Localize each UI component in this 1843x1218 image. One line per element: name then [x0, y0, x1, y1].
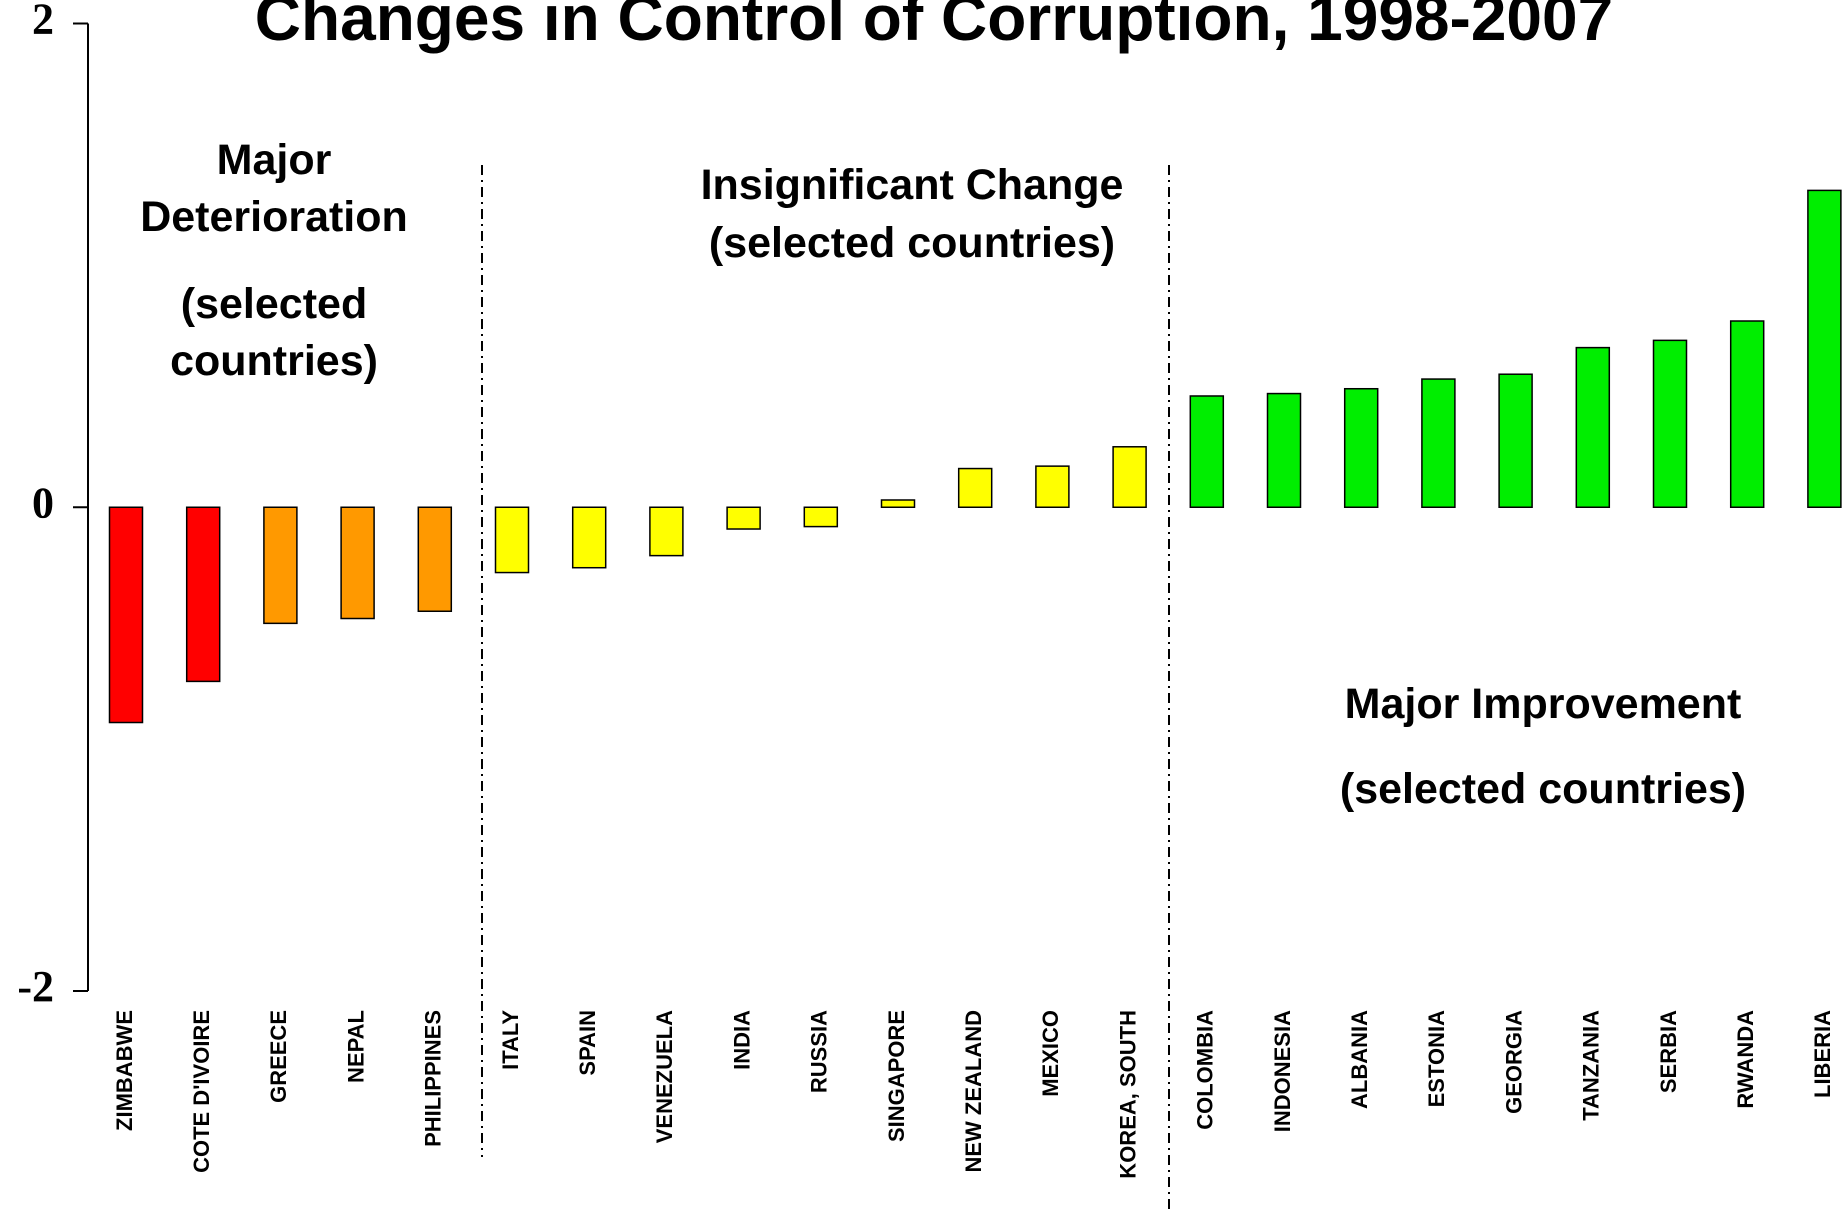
x-tick-label: INDIA — [729, 1010, 754, 1070]
x-tick-label: ALBANIA — [1347, 1010, 1372, 1109]
y-tick-label: -2 — [17, 962, 54, 1011]
x-tick-label: COTE D'IVOIRE — [189, 1010, 214, 1173]
bar — [494, 506, 530, 574]
x-tick-label: TANZANIA — [1579, 1010, 1604, 1121]
annotation: countries) — [170, 337, 378, 385]
bar — [263, 506, 298, 625]
x-tick-label: SPAIN — [575, 1010, 600, 1076]
bar — [108, 506, 144, 724]
bar — [1575, 346, 1611, 508]
x-tick-label: RWANDA — [1733, 1010, 1758, 1109]
annotation: Deterioration — [140, 193, 408, 241]
x-tick-label: ESTONIA — [1424, 1010, 1449, 1108]
x-tick-label: KOREA, SOUTH — [1115, 1010, 1140, 1179]
bar — [340, 506, 375, 620]
x-tick-label: RUSSIA — [807, 1010, 832, 1093]
x-tick-label: SINGAPORE — [884, 1010, 909, 1142]
bar — [1189, 395, 1225, 508]
bar — [726, 506, 761, 530]
bar — [571, 506, 607, 569]
x-tick-label: ZIMBABWE — [112, 1010, 137, 1131]
bar — [957, 467, 993, 508]
y-tick-label: 2 — [32, 0, 54, 44]
bar — [1498, 373, 1533, 508]
bar — [417, 506, 453, 613]
bar — [1112, 446, 1147, 508]
bar — [1729, 320, 1765, 508]
annotation: (selected countries) — [709, 219, 1115, 267]
annotation: Major Improvement — [1345, 680, 1742, 728]
x-tick-label: INDONESIA — [1270, 1010, 1295, 1132]
x-tick-label: PHILIPPINES — [421, 1010, 446, 1147]
bar — [649, 506, 684, 557]
annotation: Major — [217, 136, 332, 184]
annotation: (selected countries) — [1340, 765, 1746, 813]
bar — [880, 499, 916, 508]
bar — [803, 506, 839, 528]
annotation: (selected — [181, 280, 367, 328]
x-tick-label: SERBIA — [1656, 1010, 1681, 1093]
x-tick-label: GREECE — [266, 1010, 291, 1103]
x-tick-label: COLOMBIA — [1193, 1010, 1218, 1130]
bar — [1343, 387, 1379, 509]
chart-title: Changes in Control of Corruption, 1998-2… — [255, 0, 1613, 54]
bar — [1421, 378, 1456, 508]
bar — [1652, 339, 1688, 509]
x-tick-label: MEXICO — [1038, 1010, 1063, 1097]
x-tick-label: LIBERIA — [1810, 1010, 1835, 1098]
x-tick-label: ITALY — [498, 1010, 523, 1070]
bar — [1266, 392, 1302, 509]
y-tick-label: 0 — [32, 478, 54, 527]
x-tick-label: GEORGIA — [1501, 1010, 1526, 1114]
annotation: Insignificant Change — [701, 161, 1124, 209]
x-tick-label: NEPAL — [343, 1010, 368, 1083]
bar — [1807, 189, 1842, 509]
x-tick-label: NEW ZEALAND — [961, 1010, 986, 1173]
bar — [185, 506, 221, 683]
x-tick-label: VENEZUELA — [652, 1010, 677, 1143]
bar — [1035, 465, 1070, 509]
